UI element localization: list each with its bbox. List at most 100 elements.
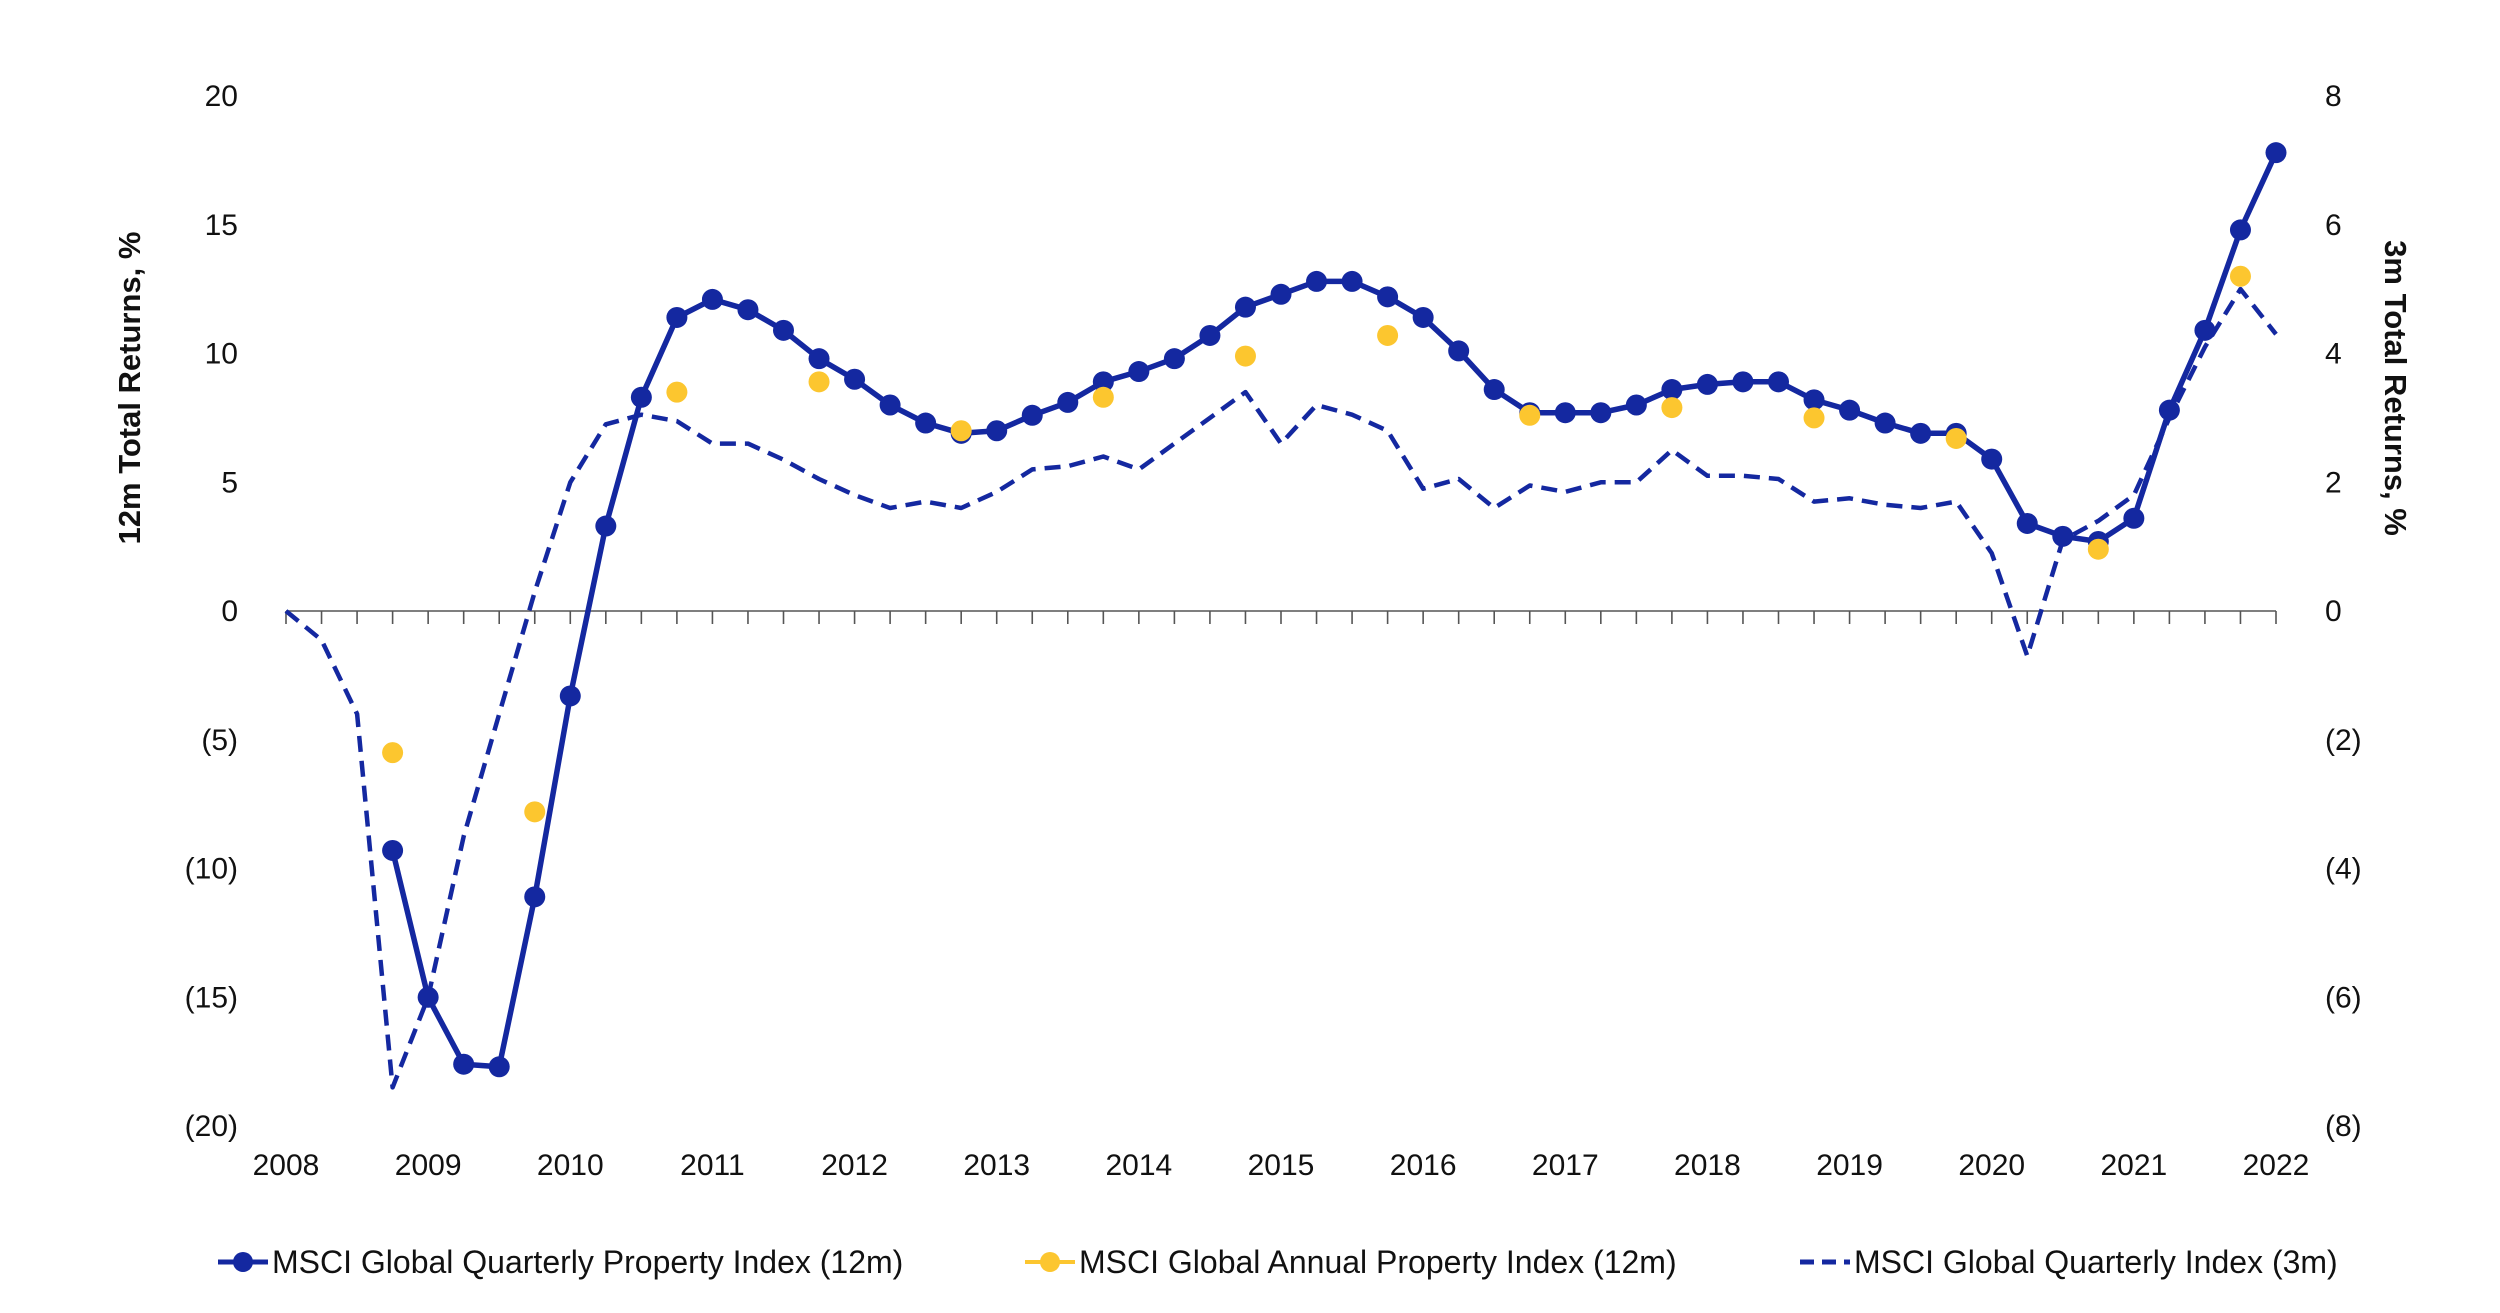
y-tick-label-right: (4) xyxy=(2325,853,2362,886)
data-point-quarterly-12m xyxy=(417,986,439,1008)
x-tick-label: 2008 xyxy=(253,1149,320,1182)
data-point-quarterly-12m xyxy=(382,839,404,861)
data-point-quarterly-12m xyxy=(1270,283,1292,305)
x-tick-label: 2012 xyxy=(821,1149,888,1182)
y-tick-label-left: 10 xyxy=(205,338,238,371)
y-tick-label-right: 0 xyxy=(2325,595,2342,628)
y-axis-right-ticks: 8 6 4 2 0 (2) (4) (6) (8) xyxy=(2325,80,2362,1143)
data-point-quarterly-12m xyxy=(737,299,759,321)
y-tick-label-right: (2) xyxy=(2325,724,2362,757)
y-tick-label-right: (6) xyxy=(2325,981,2362,1014)
data-point-quarterly-12m xyxy=(453,1053,475,1075)
data-point-quarterly-12m xyxy=(1377,286,1399,308)
legend-item-quarterly-3m: MSCI Global Quarterly Index (3m) xyxy=(1800,1244,2338,1280)
data-point-annual-12m xyxy=(666,381,688,403)
data-point-quarterly-12m xyxy=(1128,361,1150,383)
data-point-quarterly-12m xyxy=(1874,412,1896,434)
data-point-quarterly-12m xyxy=(701,288,723,310)
data-point-quarterly-12m xyxy=(844,368,866,390)
x-tick-label: 2019 xyxy=(1816,1149,1883,1182)
y-tick-label-left: (15) xyxy=(185,981,238,1014)
data-point-quarterly-12m xyxy=(915,412,937,434)
legend-label: MSCI Global Annual Property Index (12m) xyxy=(1079,1244,1677,1280)
data-point-quarterly-12m xyxy=(2265,142,2287,164)
data-point-annual-12m xyxy=(1945,427,1967,449)
data-point-quarterly-12m xyxy=(1234,296,1256,318)
data-point-quarterly-12m xyxy=(986,420,1008,442)
data-point-annual-12m xyxy=(382,742,404,764)
legend-item-quarterly-12m: MSCI Global Quarterly Property Index (12… xyxy=(218,1244,903,1280)
data-point-quarterly-12m xyxy=(1306,270,1328,292)
data-point-quarterly-12m xyxy=(1661,379,1683,401)
data-point-quarterly-12m xyxy=(2194,319,2216,341)
series-line-quarterly-3m xyxy=(284,286,2278,1090)
x-tick-label: 2014 xyxy=(1105,1149,1172,1182)
data-point-quarterly-12m xyxy=(1910,422,1932,444)
data-point-quarterly-12m xyxy=(808,348,830,370)
data-point-quarterly-12m xyxy=(630,386,652,408)
y-tick-label-left: 20 xyxy=(205,80,238,113)
data-point-annual-12m xyxy=(1661,397,1683,419)
data-point-annual-12m xyxy=(2229,265,2251,287)
data-point-quarterly-12m xyxy=(1199,324,1221,346)
data-point-annual-12m xyxy=(1377,324,1399,346)
data-point-quarterly-12m xyxy=(1021,404,1043,426)
data-point-annual-12m xyxy=(1092,386,1114,408)
x-axis: 2008 2009 2010 2011 2012 2013 2014 2015 2016 2017… xyxy=(253,610,2310,1182)
y-tick-label-right: (8) xyxy=(2325,1110,2362,1143)
legend-label: MSCI Global Quarterly Property Index (12… xyxy=(272,1244,903,1280)
data-point-quarterly-12m xyxy=(2158,399,2180,421)
data-point-quarterly-12m xyxy=(1554,402,1576,424)
data-point-annual-12m xyxy=(2087,538,2109,560)
legend-marker-swatch xyxy=(233,1252,253,1272)
legend-item-annual-12m: MSCI Global Annual Property Index (12m) xyxy=(1025,1244,1677,1280)
y-tick-label-left: (10) xyxy=(185,853,238,886)
x-tick-label: 2015 xyxy=(1248,1149,1315,1182)
data-point-annual-12m xyxy=(1234,345,1256,367)
x-tick-label: 2021 xyxy=(2100,1149,2167,1182)
x-tick-label: 2013 xyxy=(963,1149,1030,1182)
y-axis-left-title: 12m Total Returns, % xyxy=(112,232,147,545)
y-tick-label-right: 2 xyxy=(2325,466,2342,499)
y-tick-label-left: 15 xyxy=(205,209,238,242)
legend-label: MSCI Global Quarterly Index (3m) xyxy=(1854,1244,2338,1280)
x-tick-label: 2022 xyxy=(2243,1149,2310,1182)
legend-marker-swatch xyxy=(1040,1252,1060,1272)
x-tick-label: 2016 xyxy=(1390,1149,1457,1182)
data-point-quarterly-12m xyxy=(1448,340,1470,362)
y-tick-label-left: (20) xyxy=(185,1110,238,1143)
data-point-quarterly-12m xyxy=(666,306,688,328)
data-point-quarterly-12m xyxy=(2123,507,2145,529)
data-point-quarterly-12m xyxy=(1483,379,1505,401)
data-point-quarterly-12m xyxy=(1839,399,1861,421)
data-point-annual-12m xyxy=(1803,407,1825,429)
data-point-quarterly-12m xyxy=(879,394,901,416)
data-point-quarterly-12m xyxy=(1981,448,2003,470)
y-tick-label-left: 5 xyxy=(221,466,238,499)
data-point-quarterly-12m xyxy=(1412,306,1434,328)
data-point-quarterly-12m xyxy=(1590,402,1612,424)
y-tick-label-right: 8 xyxy=(2325,80,2342,113)
data-point-quarterly-12m xyxy=(595,515,617,537)
y-tick-label-left: (5) xyxy=(201,724,238,757)
data-point-quarterly-12m xyxy=(1057,391,1079,413)
data-point-quarterly-12m xyxy=(524,886,546,908)
data-point-quarterly-12m xyxy=(1803,389,1825,411)
data-point-quarterly-12m xyxy=(1341,270,1363,292)
series-line-quarterly-12m xyxy=(389,151,2279,1070)
data-point-quarterly-12m xyxy=(2229,219,2251,241)
y-tick-label-right: 4 xyxy=(2325,338,2342,371)
x-tick-label: 2020 xyxy=(1958,1149,2025,1182)
y-tick-label-left: 0 xyxy=(221,595,238,628)
data-point-annual-12m xyxy=(808,371,830,393)
data-point-quarterly-12m xyxy=(773,319,794,341)
data-point-annual-12m xyxy=(1519,404,1541,426)
x-tick-label: 2018 xyxy=(1674,1149,1741,1182)
data-point-quarterly-12m xyxy=(1732,371,1754,393)
x-tick-label: 2009 xyxy=(395,1149,462,1182)
data-point-quarterly-12m xyxy=(488,1056,510,1078)
y-tick-label-right: 6 xyxy=(2325,209,2342,242)
y-axis-right-title: 3m Total Returns, % xyxy=(2378,240,2413,536)
data-point-quarterly-12m xyxy=(2052,525,2074,547)
